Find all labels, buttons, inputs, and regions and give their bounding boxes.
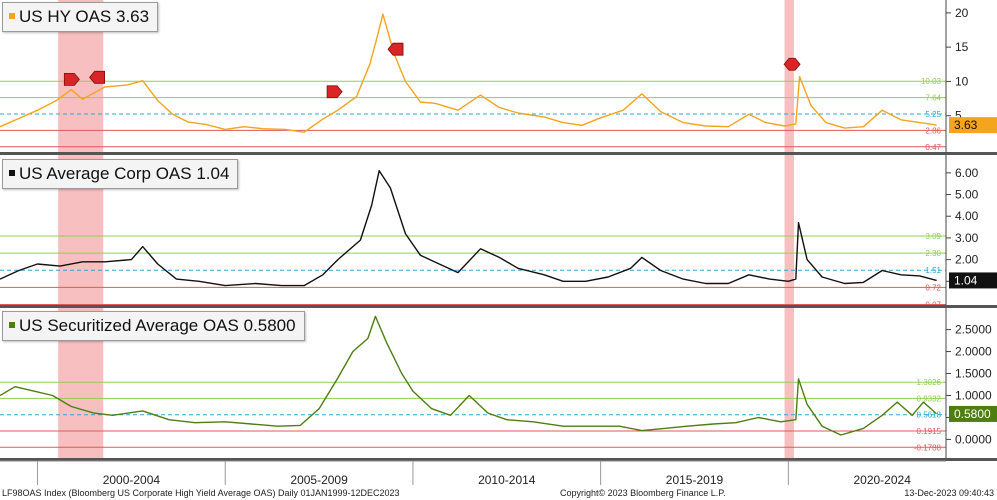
y-tick-label: 2.0000 (955, 345, 992, 359)
legend-securitized-oas: US Securitized Average OAS 0.5800 (2, 311, 305, 341)
level-label: 7.64 (925, 94, 941, 103)
level-label: 0.5618 (917, 411, 942, 420)
y-tick-label: 1.5000 (955, 367, 992, 381)
y-tick-label: 15 (955, 40, 969, 54)
footer-copyright: Copyright© 2023 Bloomberg Finance L.P. (560, 488, 726, 498)
event-marker (63, 72, 80, 86)
series-line (0, 315, 938, 436)
last-value-label: 1.04 (954, 273, 978, 287)
x-period-label: 2015-2019 (666, 473, 724, 487)
level-label: 2.30 (925, 249, 941, 258)
level-label: 0.1915 (917, 427, 942, 436)
series-line (0, 170, 937, 287)
level-label: 3.09 (925, 232, 941, 241)
y-tick-label: 10 (955, 74, 969, 88)
x-period-label: 2000-2004 (103, 473, 161, 487)
y-tick-label: 1.0000 (955, 388, 992, 402)
level-label: 1.3026 (917, 378, 942, 387)
last-value-label: 3.63 (954, 118, 978, 132)
level-label: 2.86 (925, 126, 941, 135)
y-tick-label: 2.5000 (955, 323, 992, 337)
y-tick-label: 0.0000 (955, 432, 992, 446)
legend-swatch (9, 169, 15, 176)
level-label: 0.72 (925, 283, 941, 292)
legend-hy-label: US HY OAS 3.63 (19, 7, 150, 26)
level-label: 10.03 (921, 77, 942, 86)
panel-separator (0, 152, 997, 155)
x-period-label: 2005-2009 (290, 473, 348, 487)
level-label: 1.51 (925, 266, 941, 275)
x-period-label: 2020-2024 (853, 473, 911, 487)
last-value-badge (949, 117, 997, 134)
panel-separator (0, 305, 997, 308)
event-marker (387, 42, 404, 56)
last-value-label: 0.5800 (954, 407, 991, 421)
legend-securitized-label: US Securitized Average OAS 0.5800 (19, 316, 296, 335)
level-label: 5.25 (925, 110, 941, 119)
event-marker (89, 70, 106, 84)
y-tick-label: 5.00 (955, 188, 979, 202)
legend-swatch (9, 12, 15, 19)
panel-separator (0, 458, 997, 461)
level-label: 0.9332 (917, 394, 942, 403)
y-tick-label: 4.00 (955, 209, 979, 223)
legend-corp-label: US Average Corp OAS 1.04 (19, 164, 230, 183)
series-line (0, 13, 937, 133)
footer-source: LF98OAS Index (Bloomberg US Corporate Hi… (2, 488, 400, 498)
event-marker (783, 57, 801, 71)
y-tick-label: 3.00 (955, 231, 979, 245)
y-tick-label: 6.00 (955, 166, 979, 180)
level-label: 0.47 (925, 143, 941, 152)
y-tick-label: 5 (955, 109, 962, 123)
event-marker (326, 85, 343, 99)
y-tick-label: 2.00 (955, 253, 979, 267)
recession-band (58, 0, 104, 458)
x-period-label: 2010-2014 (478, 473, 536, 487)
last-value-badge (949, 405, 997, 422)
legend-swatch (9, 321, 15, 328)
level-label: -0.1788 (914, 443, 942, 452)
legend-hy-oas: US HY OAS 3.63 (2, 2, 159, 32)
legend-corp-oas: US Average Corp OAS 1.04 (2, 159, 239, 189)
recession-band (784, 0, 794, 458)
last-value-badge (949, 272, 997, 289)
y-tick-label: 20 (955, 6, 969, 20)
footer-timestamp: 13-Dec-2023 09:40:43 (904, 488, 994, 498)
